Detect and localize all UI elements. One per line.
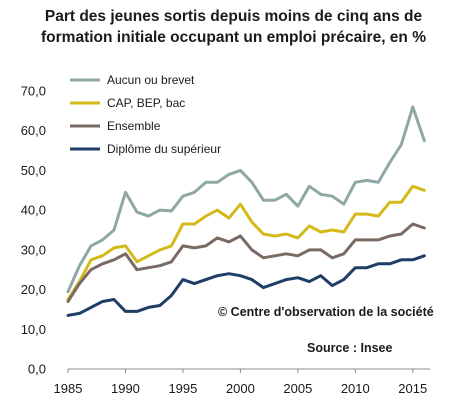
y-tick-label: 0,0 [28, 362, 46, 377]
y-tick-label: 30,0 [21, 242, 46, 257]
x-tick-label: 1995 [168, 381, 197, 396]
y-tick-label: 70,0 [21, 84, 46, 99]
series-line [66, 254, 426, 317]
y-tick-label: 60,0 [21, 123, 46, 138]
legend-label: CAP, BEP, bac [107, 96, 185, 110]
legend-label: Diplôme du supérieur [107, 142, 221, 156]
title-line-2: formation initiale occupant un emploi pr… [41, 29, 426, 46]
y-tick-label: 40,0 [21, 203, 46, 218]
legend-label: Aucun ou brevet [107, 73, 195, 87]
y-tick-label: 20,0 [21, 282, 46, 297]
x-tick-label: 1985 [54, 381, 83, 396]
series-line [66, 105, 426, 294]
source-note: Source : Insee [307, 341, 392, 355]
x-tick-label: 2005 [283, 381, 312, 396]
axes: 0,0 10,0 20,0 30,0 40,0 50,0 60,0 70,0 1985 1990 1… [21, 84, 430, 396]
legend-label: Ensemble [107, 119, 161, 133]
series-line [66, 184, 426, 301]
series-lines [66, 105, 426, 317]
copyright-note: © Centre d'observation de la société [218, 305, 434, 319]
legend: Aucun ou brevet CAP, BEP, bac Ensemble Dipl… [70, 73, 221, 156]
chart-title: Part des jeunes sortis depuis moins de c… [0, 6, 467, 48]
x-tick-label: 2010 [341, 381, 370, 396]
y-tick-label: 50,0 [21, 163, 46, 178]
x-tick-label: 2015 [398, 381, 427, 396]
y-tick-label: 10,0 [21, 322, 46, 337]
series-line [66, 222, 426, 303]
title-line-1: Part des jeunes sortis depuis moins de c… [44, 8, 423, 25]
x-tick-label: 2000 [226, 381, 255, 396]
x-tick-label: 1990 [111, 381, 140, 396]
